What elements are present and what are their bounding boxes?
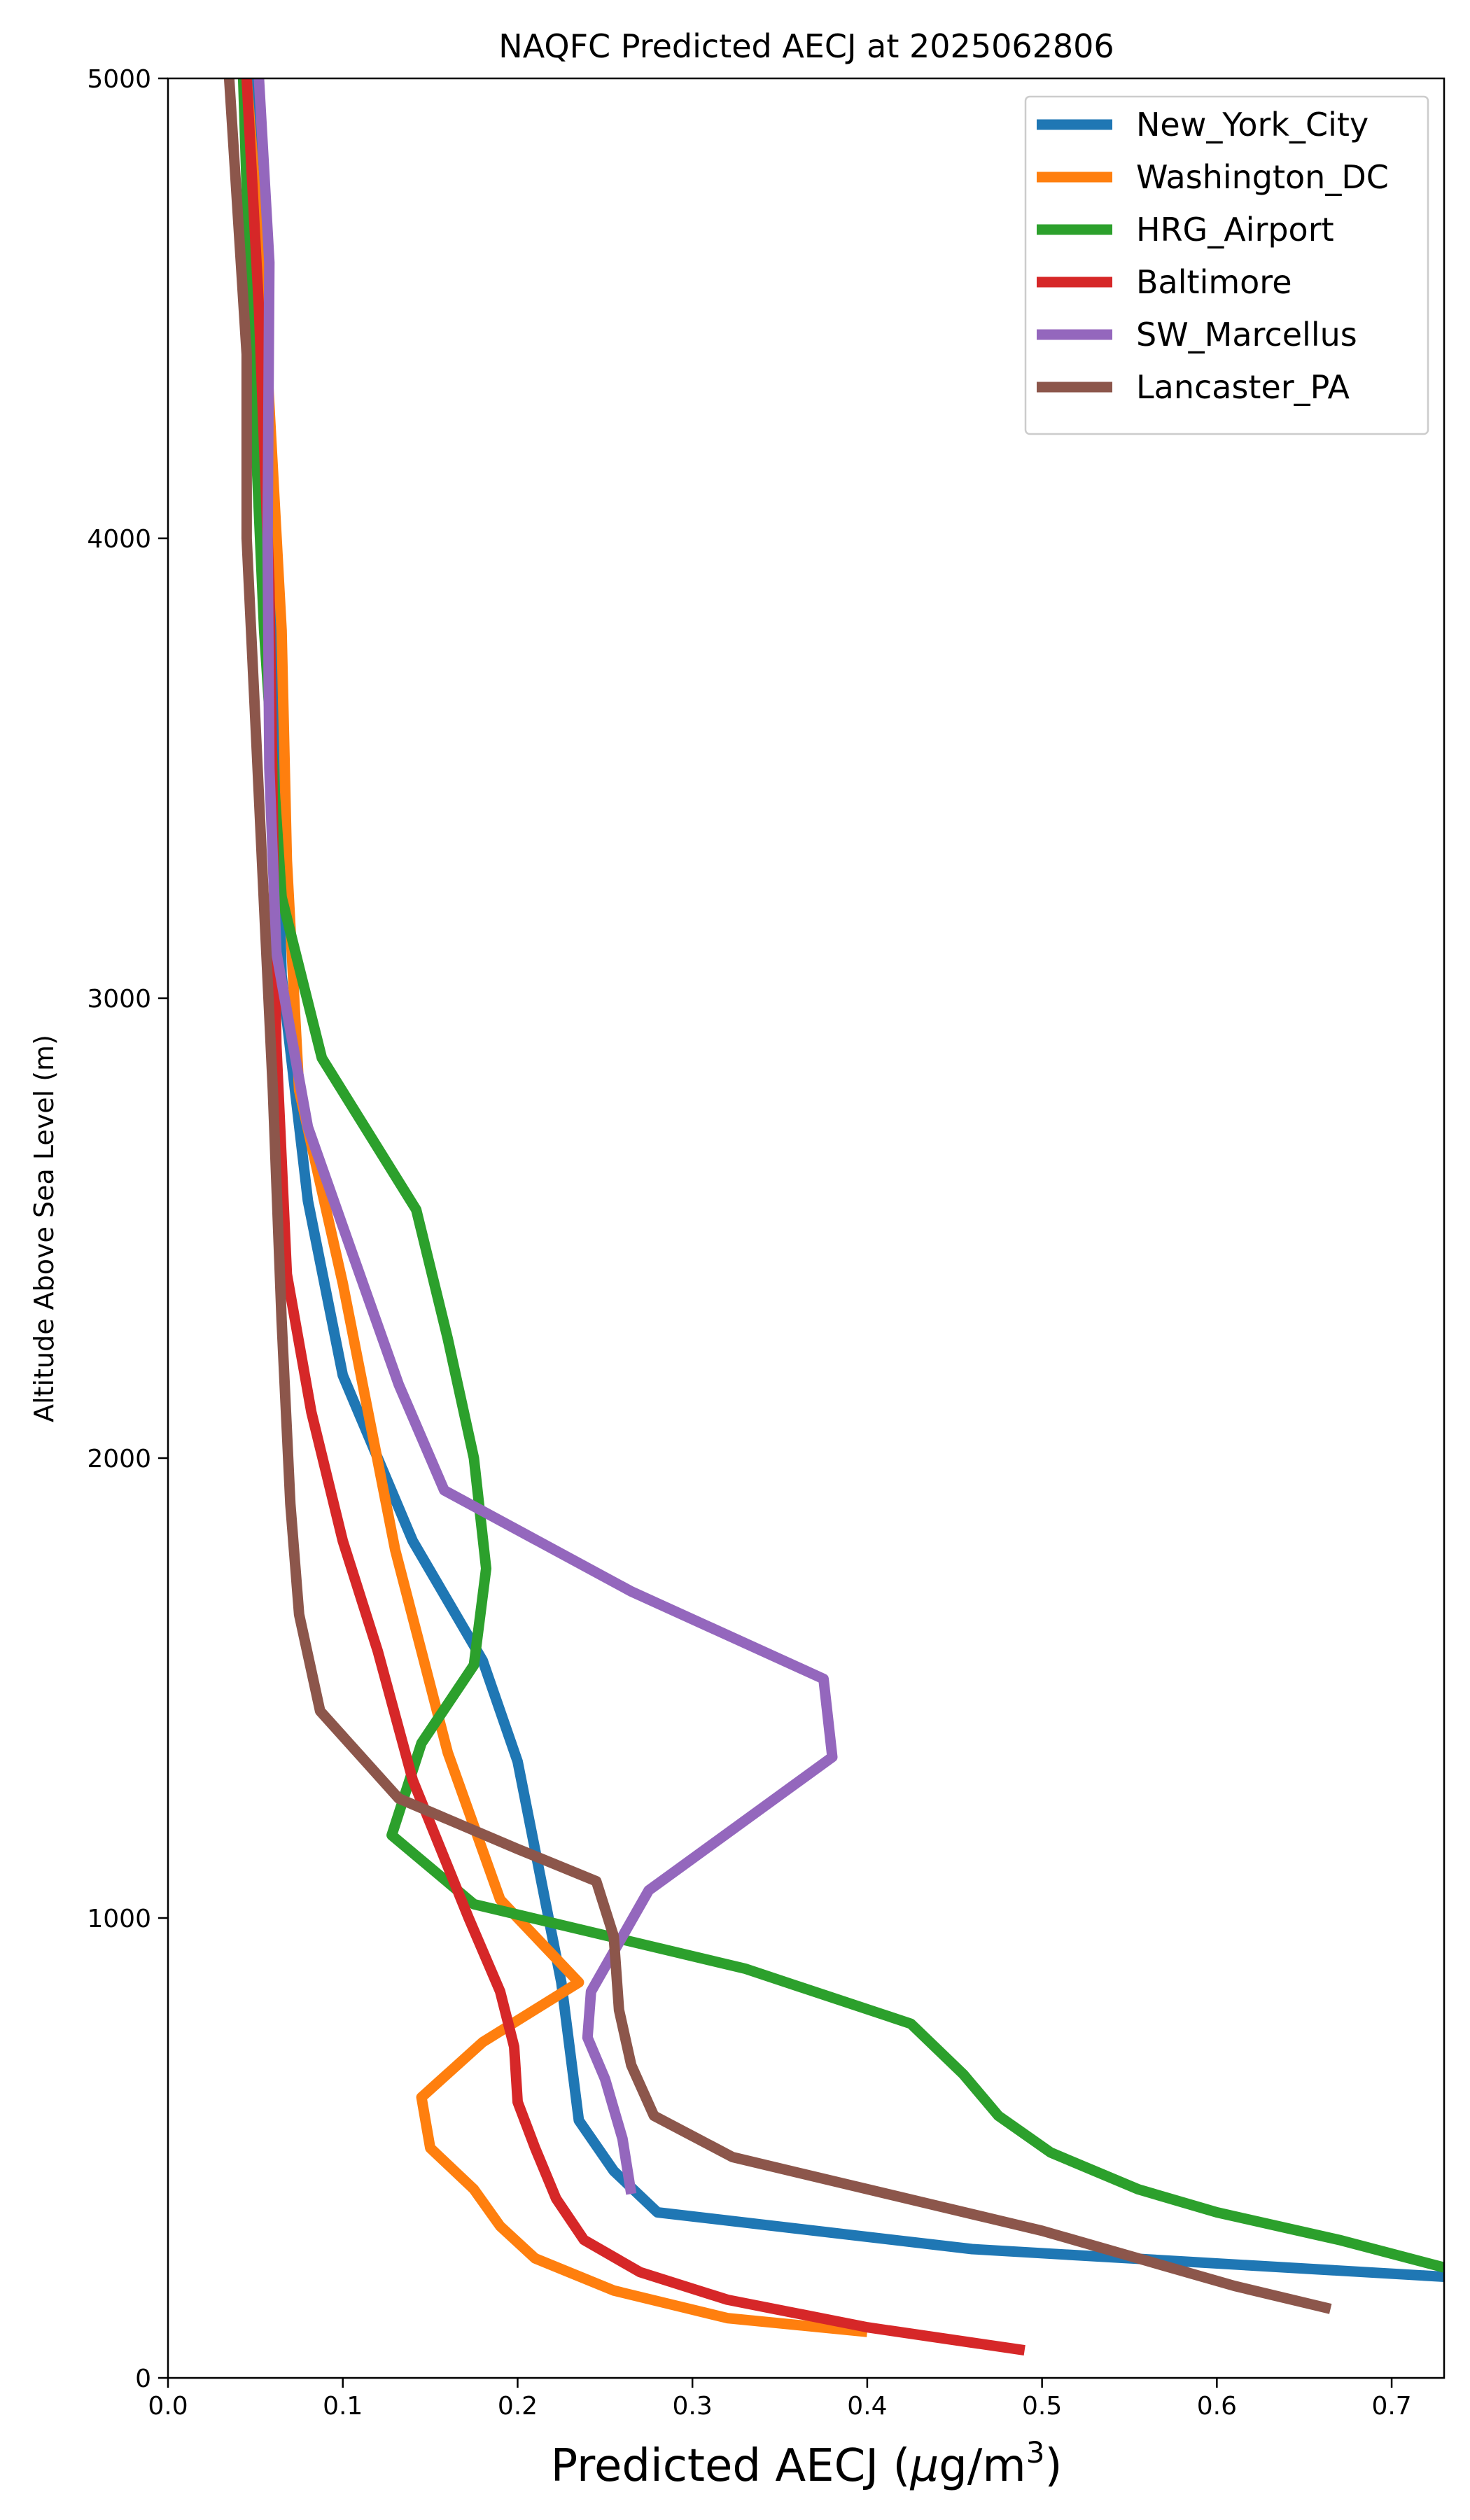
legend-label: HRG_Airport	[1136, 211, 1334, 248]
x-tick-label: 0.7	[1371, 2392, 1411, 2421]
y-tick-label: 2000	[87, 1445, 151, 1474]
legend-label: Baltimore	[1136, 263, 1292, 301]
y-tick-label: 0	[135, 2365, 151, 2393]
chart-title: NAQFC Predicted AECJ at 2025062806	[498, 27, 1114, 65]
legend-label: New_York_City	[1136, 106, 1368, 144]
y-tick-label: 4000	[87, 525, 151, 554]
series-line-washington-dc	[241, 78, 868, 2337]
y-tick-label: 1000	[87, 1905, 151, 1933]
x-axis-label: Predicted AECJ (μg/m3)	[551, 2435, 1063, 2492]
legend-label: Washington_DC	[1136, 158, 1389, 196]
x-tick-label: 0.5	[1022, 2392, 1062, 2421]
x-tick-label: 0.3	[673, 2392, 713, 2421]
series-line-hrg-airport	[237, 78, 1444, 2273]
x-axis-label-sup: 3	[1026, 2435, 1045, 2470]
x-axis-label-mu: μ	[909, 2440, 939, 2492]
x-tick-label: 0.4	[847, 2392, 887, 2421]
y-tick-label: 5000	[87, 65, 151, 94]
y-axis-label: Altitude Above Sea Level (m)	[29, 1035, 59, 1422]
x-axis-label-unit: g/m	[939, 2440, 1026, 2492]
series-line-lancaster-pa	[223, 78, 1332, 2314]
x-tick-label: 0.1	[323, 2392, 363, 2421]
series-layer	[223, 78, 1444, 2356]
plot-frame	[167, 77, 1446, 2379]
legend-label: Lancaster_PA	[1136, 368, 1350, 406]
x-tick-label: 0.0	[148, 2392, 188, 2421]
legend-label: SW_Marcellus	[1136, 316, 1357, 354]
legend-box	[1024, 95, 1429, 435]
x-axis-label-end: )	[1044, 2440, 1062, 2492]
x-axis: 0.0 0.1 0.2 0.3 0.4 0.5 0.6 0.7	[148, 2378, 1412, 2421]
series-line-sw-marcellus	[253, 78, 838, 2195]
x-tick-label: 0.2	[498, 2392, 538, 2421]
y-tick-label: 3000	[87, 985, 151, 1014]
y-axis: 0 1000 2000 3000 4000 5000	[87, 65, 168, 2393]
x-tick-label: 0.6	[1197, 2392, 1237, 2421]
legend: New_York_City Washington_DC HRG_Airport Bal…	[1024, 95, 1429, 435]
x-axis-label-main: Predicted AECJ (	[551, 2440, 911, 2492]
